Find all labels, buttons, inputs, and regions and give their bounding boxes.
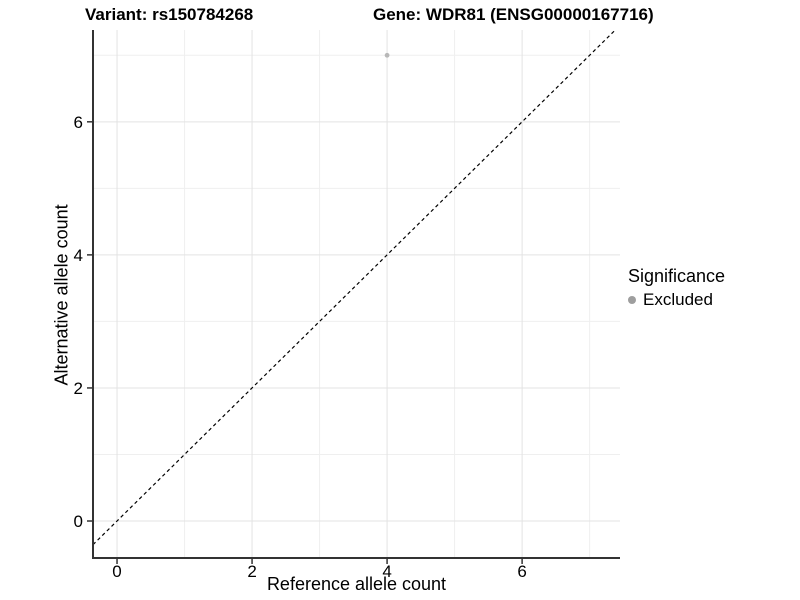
legend-item: Excluded xyxy=(628,290,725,310)
x-tick-label: 6 xyxy=(517,562,526,581)
data-point xyxy=(384,52,390,58)
y-axis-title: Alternative allele count xyxy=(51,204,72,386)
plot-title-gene: Gene: WDR81 (ENSG00000167716) xyxy=(373,5,654,24)
legend-title: Significance xyxy=(628,266,726,286)
identity-dashed-line xyxy=(92,29,616,546)
legend: Significance Excluded xyxy=(628,266,725,310)
y-tick-label: 4 xyxy=(74,246,83,265)
legend-key-dot xyxy=(628,296,636,304)
legend-items: Excluded xyxy=(628,290,725,310)
y-tick-label: 0 xyxy=(74,512,83,531)
x-tick-label: 2 xyxy=(247,562,256,581)
x-axis-title: Reference allele count xyxy=(266,574,447,594)
y-tick-label: 2 xyxy=(74,379,83,398)
x-tick-label: 0 xyxy=(112,562,121,581)
x-tick-label: 4 xyxy=(382,562,391,581)
plot-title-variant: Variant: rs150784268 xyxy=(85,5,254,24)
y-tick-label: 6 xyxy=(74,113,83,132)
legend-item-label: Excluded xyxy=(643,290,713,309)
